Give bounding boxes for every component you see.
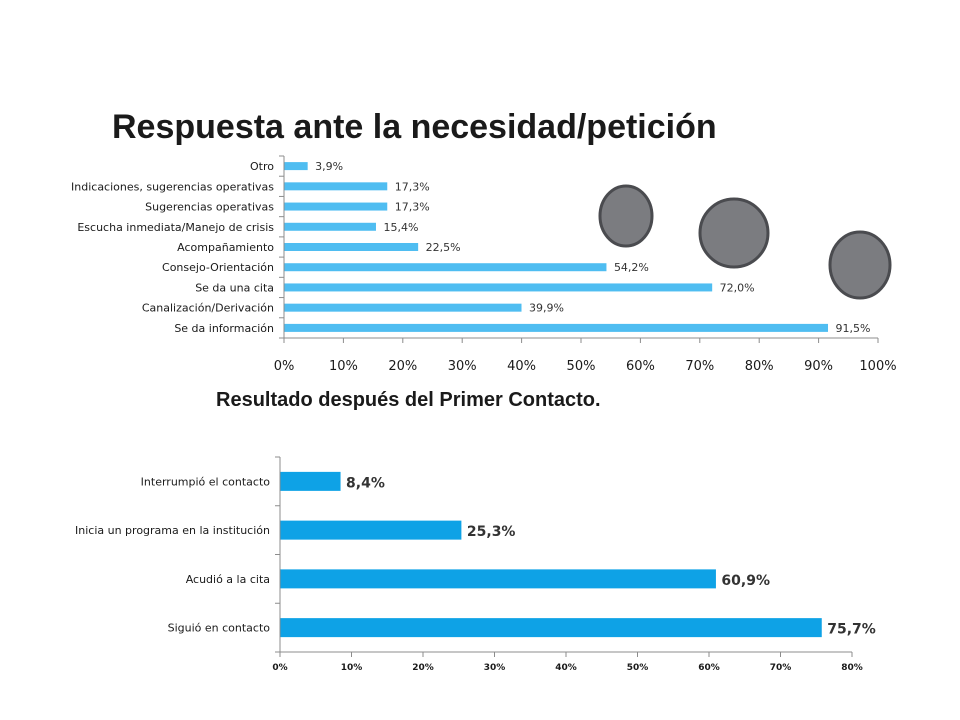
chart2-x-tick-label: 80% [841,663,863,673]
chart1-x-tick-label: 80% [745,359,774,374]
chart1-value-label: 91,5% [836,322,871,335]
chart1-bar [284,202,388,211]
chart2-x-tick-label: 60% [698,663,720,673]
chart2-value-label: 25,3% [467,524,516,540]
chart2-x-tick-label: 40% [555,663,577,673]
chart1-bar [284,162,308,171]
chart2-x-tick-label: 20% [412,663,434,673]
chart1-value-label: 54,2% [614,261,649,274]
chart2-category-label: Interrumpió el contacto [141,475,271,488]
chart2-x-tick-label: 50% [627,663,649,673]
chart1-x-tick-label: 90% [804,359,833,374]
decor-circle-2 [698,197,770,269]
chart1-bar [284,283,713,292]
chart2-title: Resultado después del Primer Contacto. [216,389,601,411]
chart1-bar [284,263,607,272]
chart2-value-label: 75,7% [827,622,876,638]
chart2-value-label: 60,9% [721,573,770,589]
chart1-x-tick-label: 40% [507,359,536,374]
chart1-category-label: Sugerencias operativas [145,201,274,214]
chart1-bar [284,323,829,332]
chart1-x-tick-label: 70% [685,359,714,374]
decor-circle-1 [598,184,654,248]
decor-circle-3 [828,230,892,300]
chart1-bar [284,303,522,312]
chart2-x-tick-label: 70% [770,663,792,673]
chart1-value-label: 3,9% [315,160,343,173]
chart2-x-tick-label: 0% [272,663,287,673]
chart2: 0% 10% 20% 30% 40% 50% 60% 70% 80% Interrumpió el… [75,456,876,673]
chart1-x-tick-label: 50% [567,359,596,374]
chart1-category-label: Canalización/Derivación [142,302,274,315]
chart1-x-tick-label: 10% [329,359,358,374]
chart1-value-label: 17,3% [395,201,430,214]
chart2-bar [280,569,716,589]
chart1-category-label: Otro [250,160,274,173]
chart1-value-label: 39,9% [529,302,564,315]
chart1-category-label: Indicaciones, sugerencias operativas [71,180,274,193]
chart1-x-tick-label: 30% [448,359,477,374]
decorative-circles [598,184,892,300]
chart2-category-label: Siguió en contacto [168,622,271,635]
chart1: 0% 10% 20% 30% 40% 50% 60% 70% 80% 90% 100% Otro 3,9… [71,155,897,374]
chart2-category-label: Acudió a la cita [186,573,270,586]
chart2-x-tick-label: 10% [341,663,363,673]
chart1-category-label: Escucha inmediata/Manejo de crisis [77,221,274,234]
chart1-value-label: 22,5% [426,241,461,254]
chart1-category-label: Se da información [174,322,274,335]
chart1-x-tick-label: 100% [859,359,896,374]
chart2-value-label: 8,4% [346,475,385,491]
chart2-x-tick-label: 30% [484,663,506,673]
chart1-category-label: Consejo-Orientación [162,261,274,274]
chart1-x-tick-label: 20% [388,359,417,374]
chart1-x-tick-label: 0% [274,359,295,374]
chart2-bar [280,618,822,638]
chart1-value-label: 15,4% [383,221,418,234]
chart1-value-label: 17,3% [395,180,430,193]
chart1-title: Respuesta ante la necesidad/petición [112,108,717,146]
chart1-bar [284,243,419,251]
chart1-category-label: Se da una cita [195,281,274,294]
chart1-x-tick-label: 60% [626,359,655,374]
chart2-bar [280,471,341,491]
chart1-bar [284,182,388,191]
chart2-bar [280,520,462,540]
chart1-value-label: 72,0% [720,281,755,294]
chart1-bar [284,222,376,231]
chart1-category-label: Acompañamiento [177,241,274,254]
chart2-category-label: Inicia un programa en la institución [75,524,270,537]
